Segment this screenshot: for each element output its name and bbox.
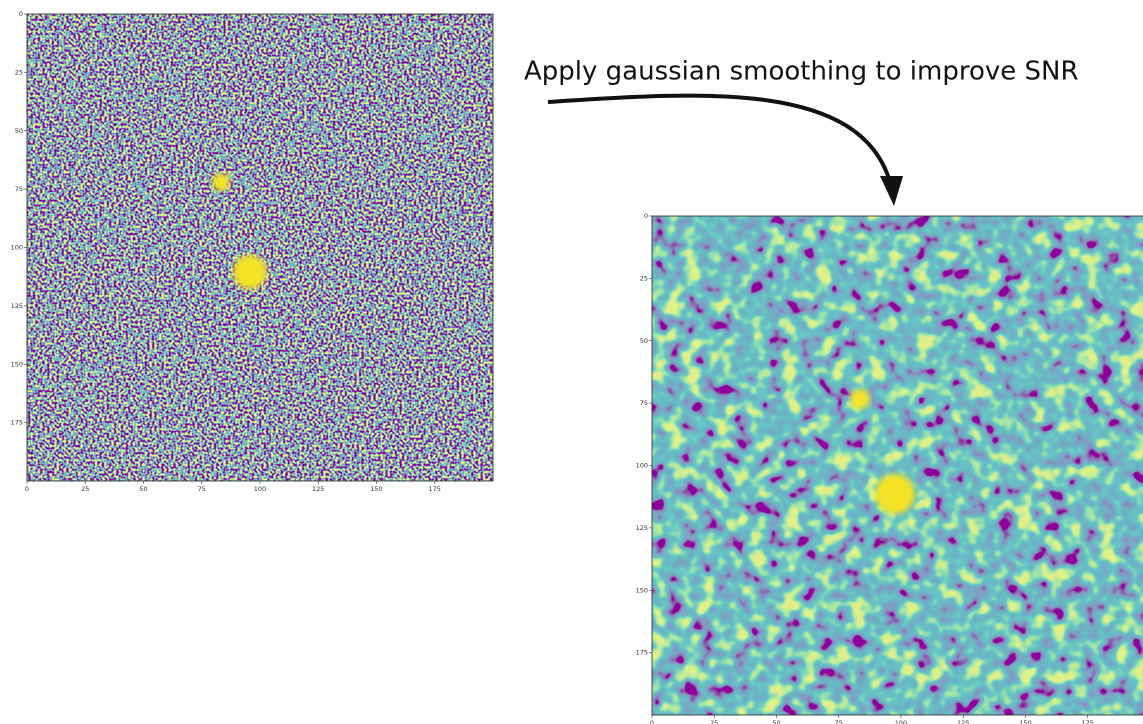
y-tick-label: 50 [15, 127, 23, 135]
x-tick-label: 125 [957, 719, 969, 724]
x-tick-label: 100 [254, 485, 266, 493]
x-tick-label: 175 [1082, 719, 1094, 724]
y-tick-label: 150 [636, 586, 648, 594]
x-tick-label: 75 [835, 719, 843, 724]
noise-texture [652, 216, 1143, 715]
bright-spot [850, 389, 870, 409]
x-tick-label: 0 [650, 719, 654, 724]
y-tick-label: 100 [636, 462, 648, 470]
y-tick-label: 100 [11, 244, 23, 252]
x-tick-label: 100 [895, 719, 907, 724]
y-tick-label: 75 [15, 185, 23, 193]
noise-texture [27, 14, 493, 481]
x-tick-label: 125 [312, 485, 324, 493]
x-tick-label: 175 [429, 485, 441, 493]
x-tick-label: 75 [198, 485, 206, 493]
y-tick-label: 25 [15, 68, 23, 76]
x-tick-label: 150 [370, 485, 382, 493]
y-tick-label: 50 [640, 337, 648, 345]
arrow-head [880, 176, 903, 206]
x-tick-label: 25 [81, 485, 89, 493]
annotation: Apply gaussian smoothing to improve SNR [524, 57, 1079, 87]
y-tick-label: 125 [636, 524, 648, 532]
x-tick-label: 0 [25, 485, 29, 493]
bright-spot [875, 474, 915, 514]
y-tick-label: 0 [644, 212, 648, 220]
x-tick-label: 50 [772, 719, 780, 724]
arrow [547, 93, 892, 183]
x-tick-label: 150 [1019, 719, 1031, 724]
y-tick-label: 175 [11, 419, 23, 427]
y-tick-label: 175 [636, 649, 648, 657]
bright-spot [212, 173, 230, 191]
x-tick-label: 50 [139, 485, 147, 493]
y-tick-label: 125 [11, 302, 23, 310]
y-tick-label: 0 [19, 10, 23, 18]
smoothed-image [652, 216, 1143, 715]
bright-spot [233, 255, 267, 289]
y-tick-label: 25 [640, 274, 648, 282]
noisy-image [27, 14, 493, 481]
y-tick-label: 150 [11, 360, 23, 368]
x-tick-label: 25 [710, 719, 718, 724]
y-tick-label: 75 [640, 399, 648, 407]
